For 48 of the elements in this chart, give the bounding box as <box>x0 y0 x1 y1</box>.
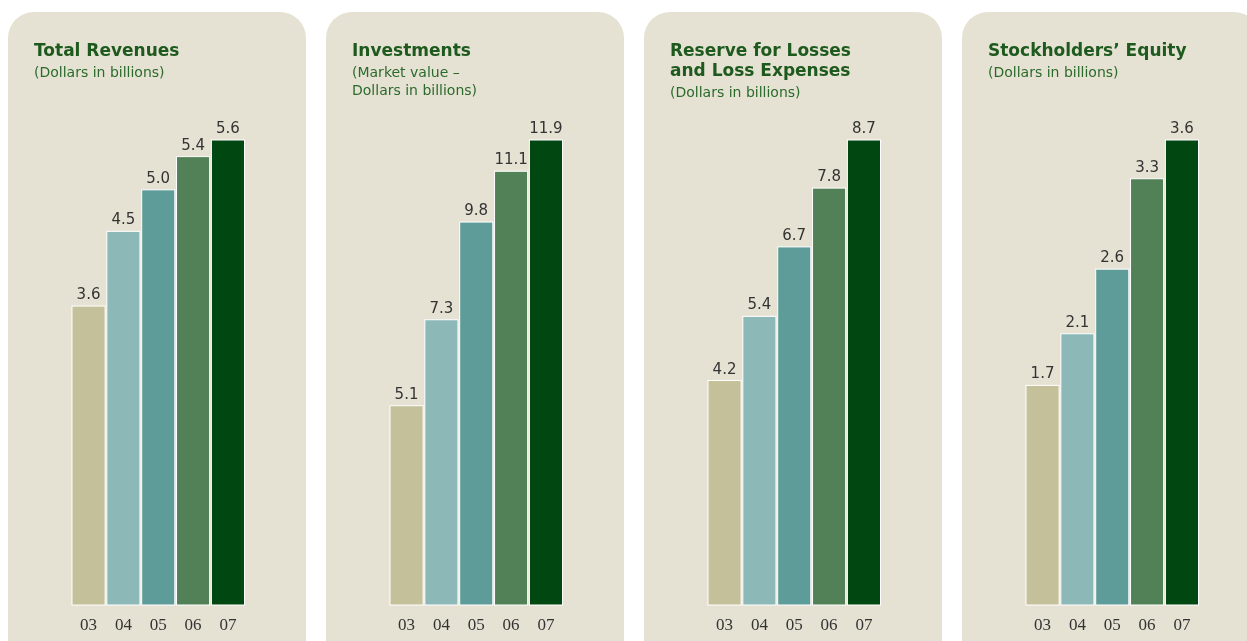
x-tick-label: 03 <box>80 615 98 634</box>
data-label: 9.8 <box>464 201 489 220</box>
data-label: 7.3 <box>429 298 454 317</box>
x-tick-label: 05 <box>785 615 803 634</box>
data-label: 5.0 <box>146 168 171 187</box>
chart-title: Total Revenues <box>34 40 180 60</box>
x-tick-label: 03 <box>398 615 416 634</box>
data-label: 2.1 <box>1065 312 1090 331</box>
data-label: 4.2 <box>712 359 737 378</box>
x-tick-label: 07 <box>537 615 555 634</box>
data-label: 3.6 <box>76 285 101 304</box>
x-tick-label: 07 <box>855 615 873 634</box>
data-label: 11.1 <box>494 150 528 169</box>
data-label: 11.9 <box>529 119 563 137</box>
chart-title: Reserve for Losses and Loss Expenses <box>670 40 851 80</box>
x-tick-label: 06 <box>1138 615 1156 634</box>
x-tick-label: 04 <box>114 615 133 634</box>
data-label: 3.6 <box>1170 119 1194 137</box>
x-tick-label: 07 <box>219 615 237 634</box>
data-label: 3.3 <box>1135 157 1160 176</box>
chart-title: Investments <box>352 40 471 60</box>
data-label: 5.4 <box>747 295 772 314</box>
x-tick-label: 03 <box>716 615 734 634</box>
chart-subtitle: (Market value – Dollars in billions) <box>352 64 478 98</box>
x-tick-label: 05 <box>149 615 167 634</box>
data-label: 2.6 <box>1100 248 1125 267</box>
data-label: 6.7 <box>782 225 807 244</box>
data-label: 1.7 <box>1030 364 1055 383</box>
data-label: 4.5 <box>111 210 136 229</box>
chart-subtitle: (Dollars in billions) <box>988 64 1119 80</box>
x-tick-label: 03 <box>1034 615 1052 634</box>
x-tick-label: 04 <box>750 615 769 634</box>
data-label: 5.1 <box>394 384 419 403</box>
data-label: 7.8 <box>817 167 842 186</box>
data-label: 5.6 <box>216 119 240 137</box>
chart-title: Stockholders’ Equity <box>988 40 1187 60</box>
data-label: 5.4 <box>181 135 206 154</box>
x-tick-label: 04 <box>1068 615 1087 634</box>
x-tick-label: 05 <box>1103 615 1121 634</box>
x-tick-label: 07 <box>1173 615 1191 634</box>
data-label: 8.7 <box>852 119 876 137</box>
x-tick-label: 05 <box>467 615 485 634</box>
x-tick-label: 06 <box>502 615 520 634</box>
x-tick-label: 06 <box>820 615 838 634</box>
x-tick-label: 06 <box>184 615 202 634</box>
chart-subtitle: (Dollars in billions) <box>34 64 165 80</box>
chart-subtitle: (Dollars in billions) <box>670 84 801 100</box>
x-tick-label: 04 <box>432 615 451 634</box>
